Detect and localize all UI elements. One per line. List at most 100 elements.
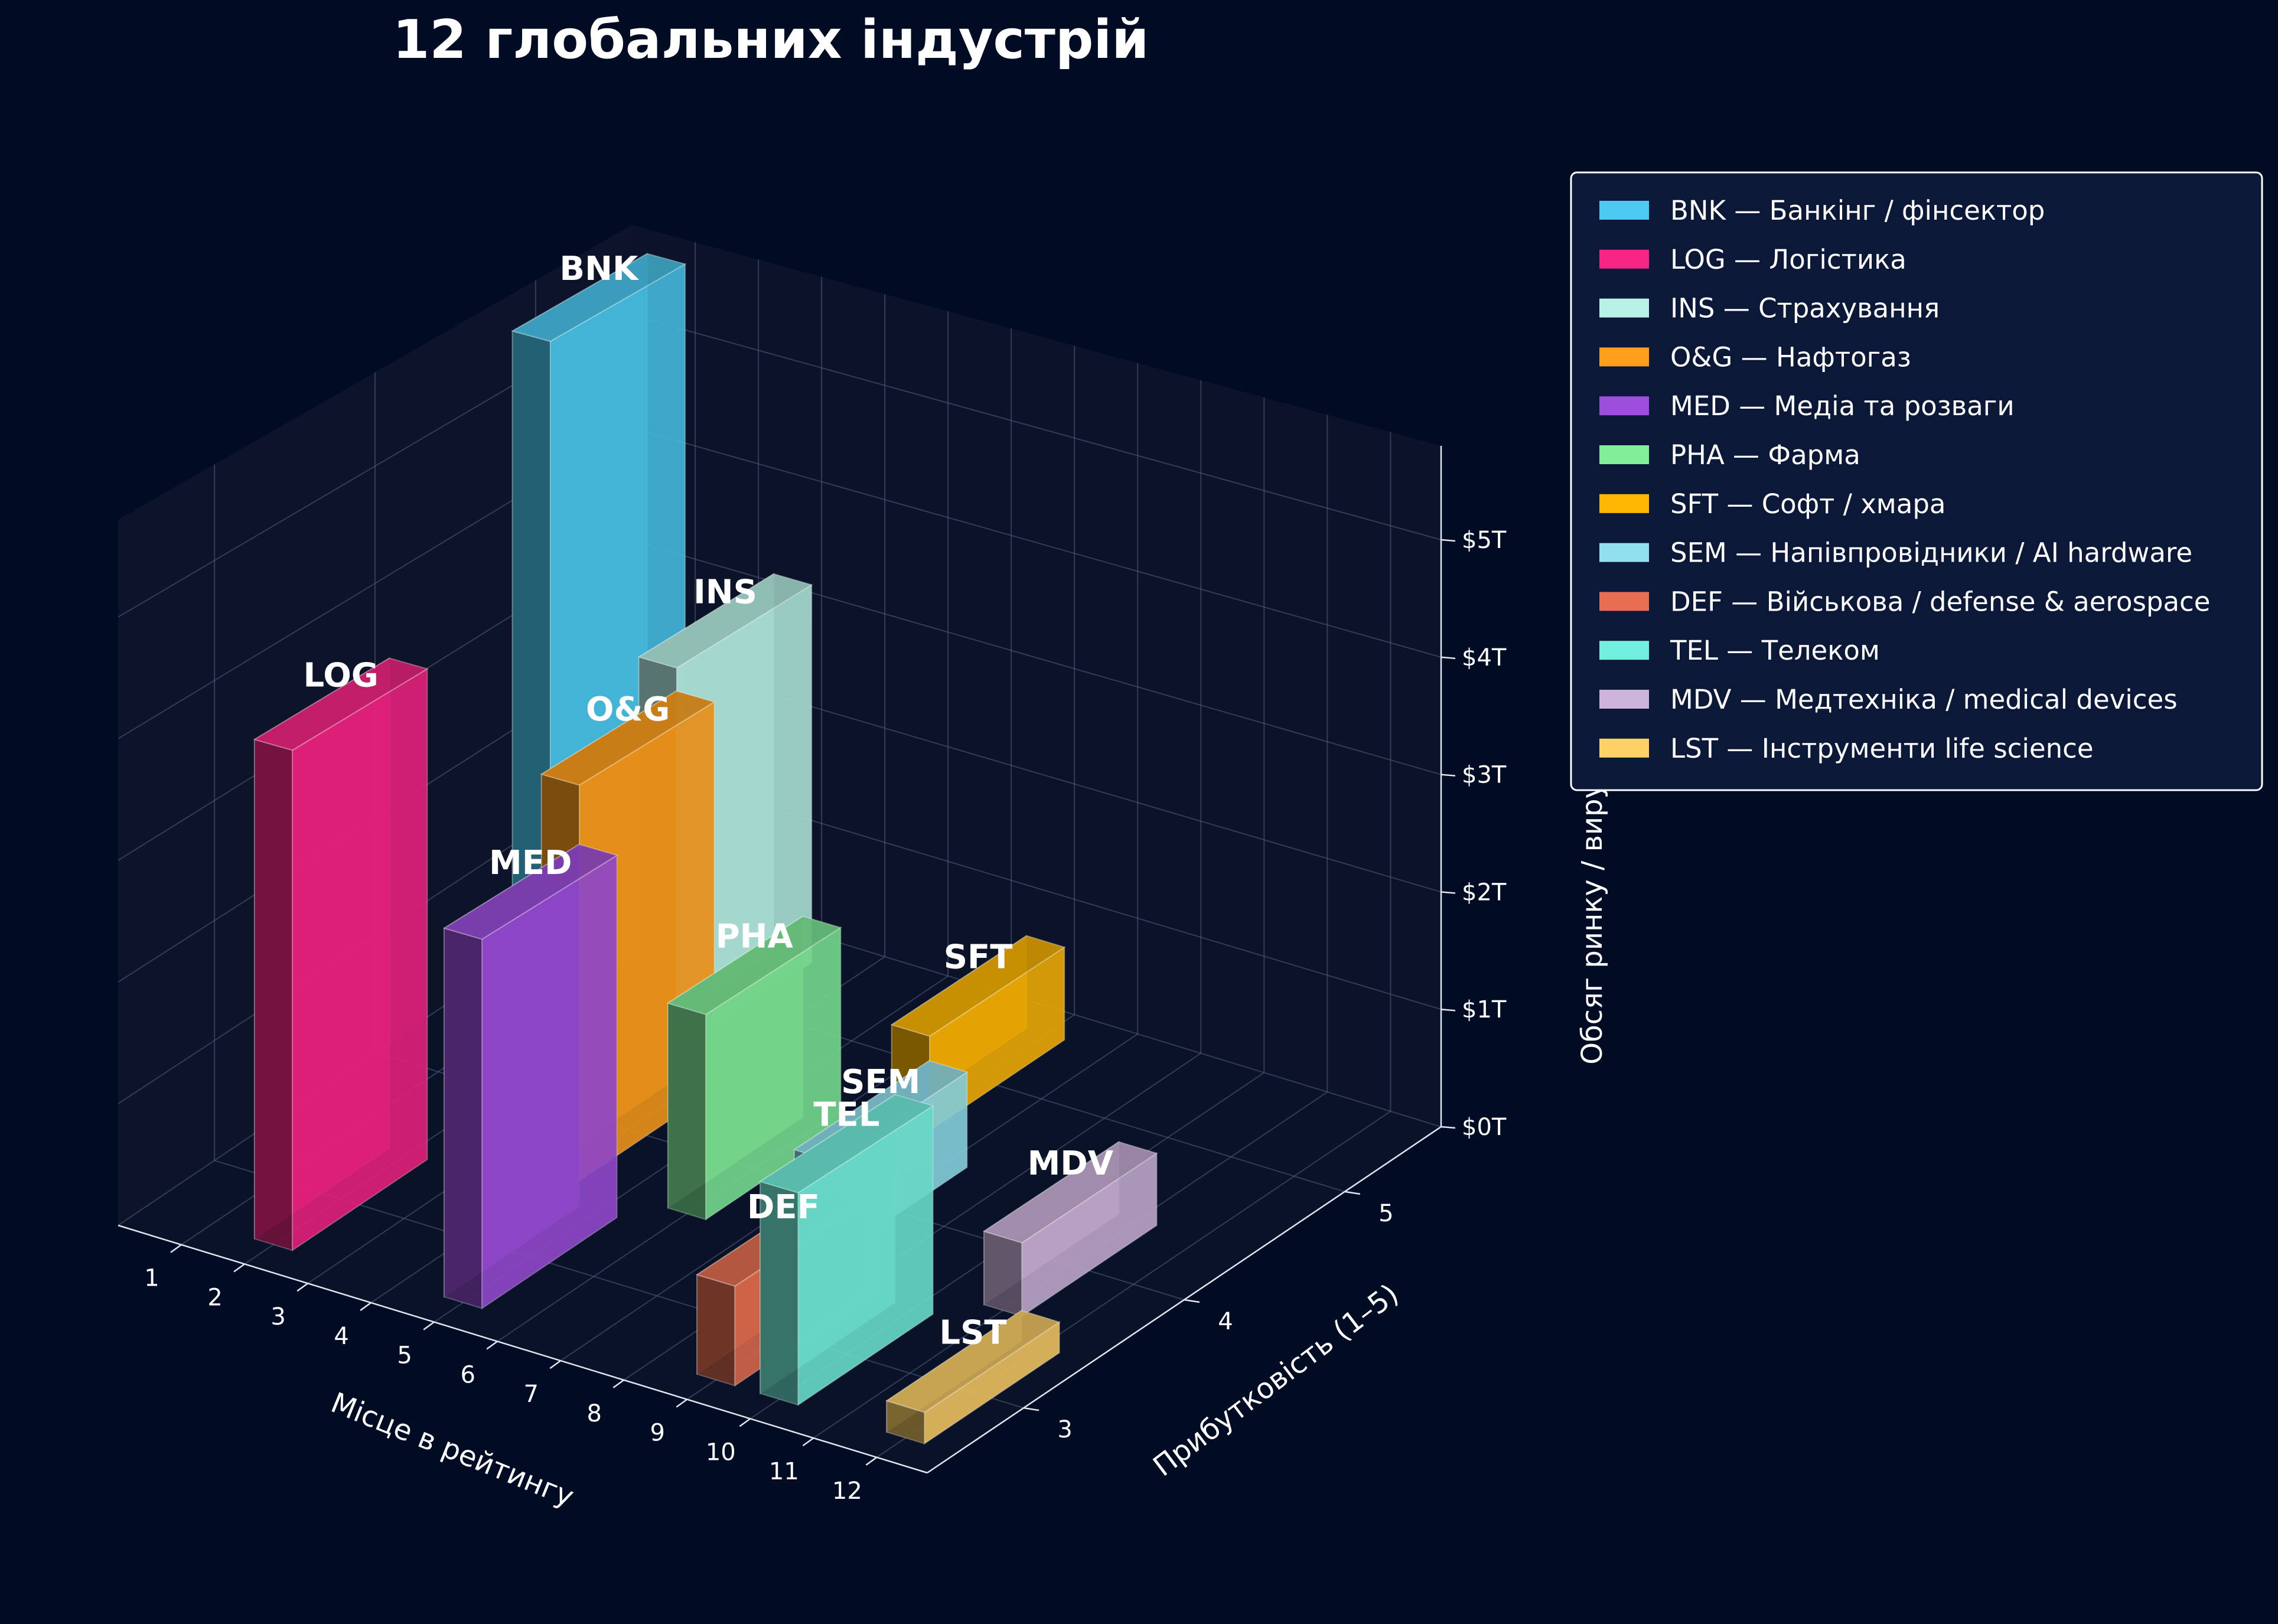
z-tick-mark: [1441, 774, 1456, 777]
bar-lst: [885, 1309, 1061, 1445]
x-tick-mark: [233, 1263, 245, 1273]
bar-label-tel: TEL: [813, 1096, 879, 1134]
x-tick-mark: [865, 1456, 878, 1466]
legend-entry: BNK — Банкінг / фінсектор: [1670, 195, 2045, 226]
y-tick-label: 5: [1378, 1200, 1393, 1227]
bar-label-lst: LST: [939, 1313, 1006, 1352]
legend-swatch: [1599, 543, 1649, 562]
legend-swatch: [1599, 298, 1649, 318]
bar-front-face: [983, 1230, 1023, 1318]
back-grid-z: [631, 427, 1442, 658]
legend-entry: O&G — Нафтогаз: [1670, 341, 1911, 373]
z-tick-mark: [1441, 539, 1456, 542]
z-tick-mark: [1441, 891, 1456, 894]
bar-med: [442, 843, 619, 1310]
bar-front-face: [667, 1002, 707, 1221]
bar-top-face: [637, 573, 813, 669]
z-tick-label: $4T: [1462, 644, 1507, 671]
x-tick-label: 2: [207, 1284, 222, 1311]
y-tick-mark: [1023, 1407, 1039, 1411]
legend-swatch: [1599, 445, 1649, 464]
x-tick-label: 12: [832, 1478, 862, 1505]
bar-top-face: [253, 657, 429, 751]
back-wall-pane: [632, 225, 1441, 1127]
legend-box: [1570, 171, 2263, 791]
bar-right-face: [292, 667, 428, 1252]
bar-label-bnk: BNK: [559, 250, 640, 288]
legend-entry: MED — Медіа та розваги: [1670, 390, 2015, 422]
y-tick-mark: [1184, 1299, 1200, 1303]
z-tick-mark: [1441, 1008, 1456, 1012]
bar-label-sem: SEM: [841, 1063, 920, 1101]
legend-swatch: [1599, 347, 1649, 367]
x-tick-label: 9: [650, 1420, 665, 1447]
z-tick-label: $2T: [1462, 879, 1507, 906]
bar-top-face: [666, 915, 842, 1015]
x-tick-label: 1: [144, 1265, 159, 1292]
x-tick-label: 4: [334, 1323, 348, 1350]
x-tick-label: 8: [587, 1400, 602, 1427]
x-tick-mark: [676, 1398, 688, 1408]
bars-group: [253, 252, 1158, 1445]
z-tick-label: $5T: [1462, 527, 1507, 554]
legend-entry: INS — Страхування: [1670, 293, 1940, 324]
legend: BNK — Банкінг / фінсектор LOG — Логістика…: [1570, 171, 2263, 791]
bar-top-face: [442, 843, 619, 940]
x-tick-label: 6: [460, 1361, 475, 1388]
bar-label-mdv: MDV: [1028, 1144, 1114, 1183]
bar-mdv: [982, 1140, 1158, 1318]
legend-entry: SFT — Софт / хмара: [1670, 488, 1945, 520]
bar-label-sft: SFT: [944, 938, 1013, 977]
x-tick-mark: [360, 1302, 371, 1311]
legend-swatch: [1599, 641, 1649, 660]
chart-title: 12 глобальних індустрій: [393, 9, 1149, 71]
bar-label-log: LOG: [304, 656, 379, 694]
z-tick-mark: [1441, 1126, 1456, 1129]
bar-top-face: [885, 1310, 1061, 1413]
bar-log: [253, 657, 429, 1252]
legend-swatch: [1599, 396, 1649, 416]
legend-entry: PHA — Фарма: [1670, 439, 1860, 471]
legend-swatch: [1599, 592, 1649, 611]
x-tick-mark: [549, 1360, 561, 1369]
legend-entry: TEL — Телеком: [1670, 635, 1880, 666]
bar-labels-group: BNK INS SFT O&G PHA SEM MDV LOG MED DEF TEL LST: [304, 250, 1114, 1352]
x-tick-mark: [612, 1379, 624, 1388]
x-tick-mark: [423, 1321, 435, 1330]
legend-entry: LOG — Логістика: [1670, 244, 1907, 275]
bar-tel: [758, 1093, 935, 1407]
bar-label-pha: PHA: [716, 918, 794, 956]
bar-top-face: [758, 1094, 935, 1193]
bar-front-face: [696, 1274, 736, 1387]
x-tick-mark: [170, 1244, 182, 1253]
x-tick-label: 10: [706, 1439, 736, 1466]
legend-swatch: [1599, 738, 1649, 758]
legend-swatch: [1599, 494, 1649, 513]
bar-top-face: [890, 935, 1066, 1037]
x-tick-mark: [486, 1341, 498, 1350]
y-tick-label: 4: [1218, 1308, 1233, 1335]
x-axis-line: [118, 1224, 928, 1474]
bar-front-face: [444, 927, 483, 1309]
legend-entry: SEM — Напівпровідники / AI hardware: [1670, 537, 2192, 569]
bar-label-med: MED: [489, 844, 572, 882]
x-tick-mark: [296, 1283, 308, 1292]
legend-swatch: [1599, 690, 1649, 709]
x-tick-label: 11: [769, 1458, 799, 1485]
legend-entry: LST — Інструменти life science: [1670, 733, 2094, 764]
z-tick-mark: [1441, 656, 1456, 660]
z-tick-label: $3T: [1462, 762, 1507, 789]
legend-swatch: [1599, 249, 1649, 269]
z-tick-label: $1T: [1462, 996, 1507, 1023]
bar-top-face: [540, 690, 716, 786]
x-tick-mark: [739, 1418, 751, 1427]
y-tick-mark: [1344, 1191, 1361, 1195]
legend-entry: MDV — Медтехніка / medical devices: [1670, 684, 2178, 715]
z-tick-label: $0T: [1462, 1114, 1507, 1141]
legend-entry: DEF — Військова / defense & aerospace: [1670, 586, 2210, 617]
bar-top-face: [511, 253, 687, 343]
back-grid-z: [631, 314, 1442, 540]
bar-label-ins: INS: [693, 573, 757, 611]
